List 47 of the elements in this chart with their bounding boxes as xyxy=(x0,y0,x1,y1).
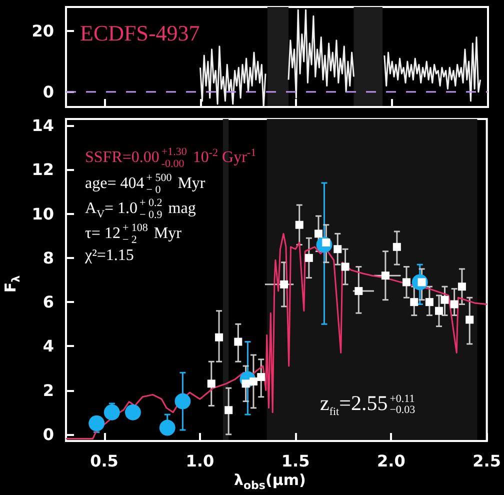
point xyxy=(304,254,313,262)
point xyxy=(159,420,176,436)
y-tick-label: 0 xyxy=(42,82,54,102)
y-tick-label: 20 xyxy=(32,22,54,41)
point xyxy=(425,298,434,306)
point xyxy=(440,296,449,304)
point xyxy=(334,245,342,254)
point xyxy=(381,272,390,280)
point xyxy=(257,373,266,382)
point xyxy=(410,298,418,306)
x-axis-title: λ$_{obs}$(μm) xyxy=(234,471,306,492)
point xyxy=(450,300,458,308)
point xyxy=(341,262,350,271)
point xyxy=(224,406,233,414)
point xyxy=(88,415,105,432)
point xyxy=(249,377,258,386)
point xyxy=(314,230,322,238)
point xyxy=(466,316,474,324)
y-tick-label: 0 xyxy=(42,424,54,444)
y-tick-label: 2 xyxy=(42,380,54,400)
point xyxy=(435,306,444,315)
y-tick-label: 12 xyxy=(32,160,54,180)
y-tick-label: 8 xyxy=(42,248,54,268)
point xyxy=(104,404,120,420)
y-tick-label: 6 xyxy=(42,292,54,312)
point xyxy=(242,380,250,388)
point xyxy=(354,287,363,296)
text: ECDFS-4937 xyxy=(80,20,200,46)
point xyxy=(402,278,410,286)
x-tick-label: 0.5 xyxy=(90,452,118,470)
x-tick-label: 2.5 xyxy=(472,452,501,470)
y-tick-label: 14 xyxy=(32,116,54,136)
point xyxy=(207,380,216,388)
x-tick-label: 1.5 xyxy=(281,452,310,470)
point xyxy=(280,280,288,288)
point xyxy=(124,404,141,420)
point xyxy=(458,282,466,291)
point xyxy=(234,338,242,346)
x-tick-label: 2.0 xyxy=(377,452,406,470)
point xyxy=(174,393,191,410)
y-tick-label: 4 xyxy=(42,336,54,356)
annotation: χ²=1.15 xyxy=(85,247,134,264)
point xyxy=(295,220,304,229)
point xyxy=(215,333,224,342)
x-tick-label: 1.0 xyxy=(186,452,214,470)
y-tick-label: 10 xyxy=(32,204,54,224)
point xyxy=(392,242,401,251)
